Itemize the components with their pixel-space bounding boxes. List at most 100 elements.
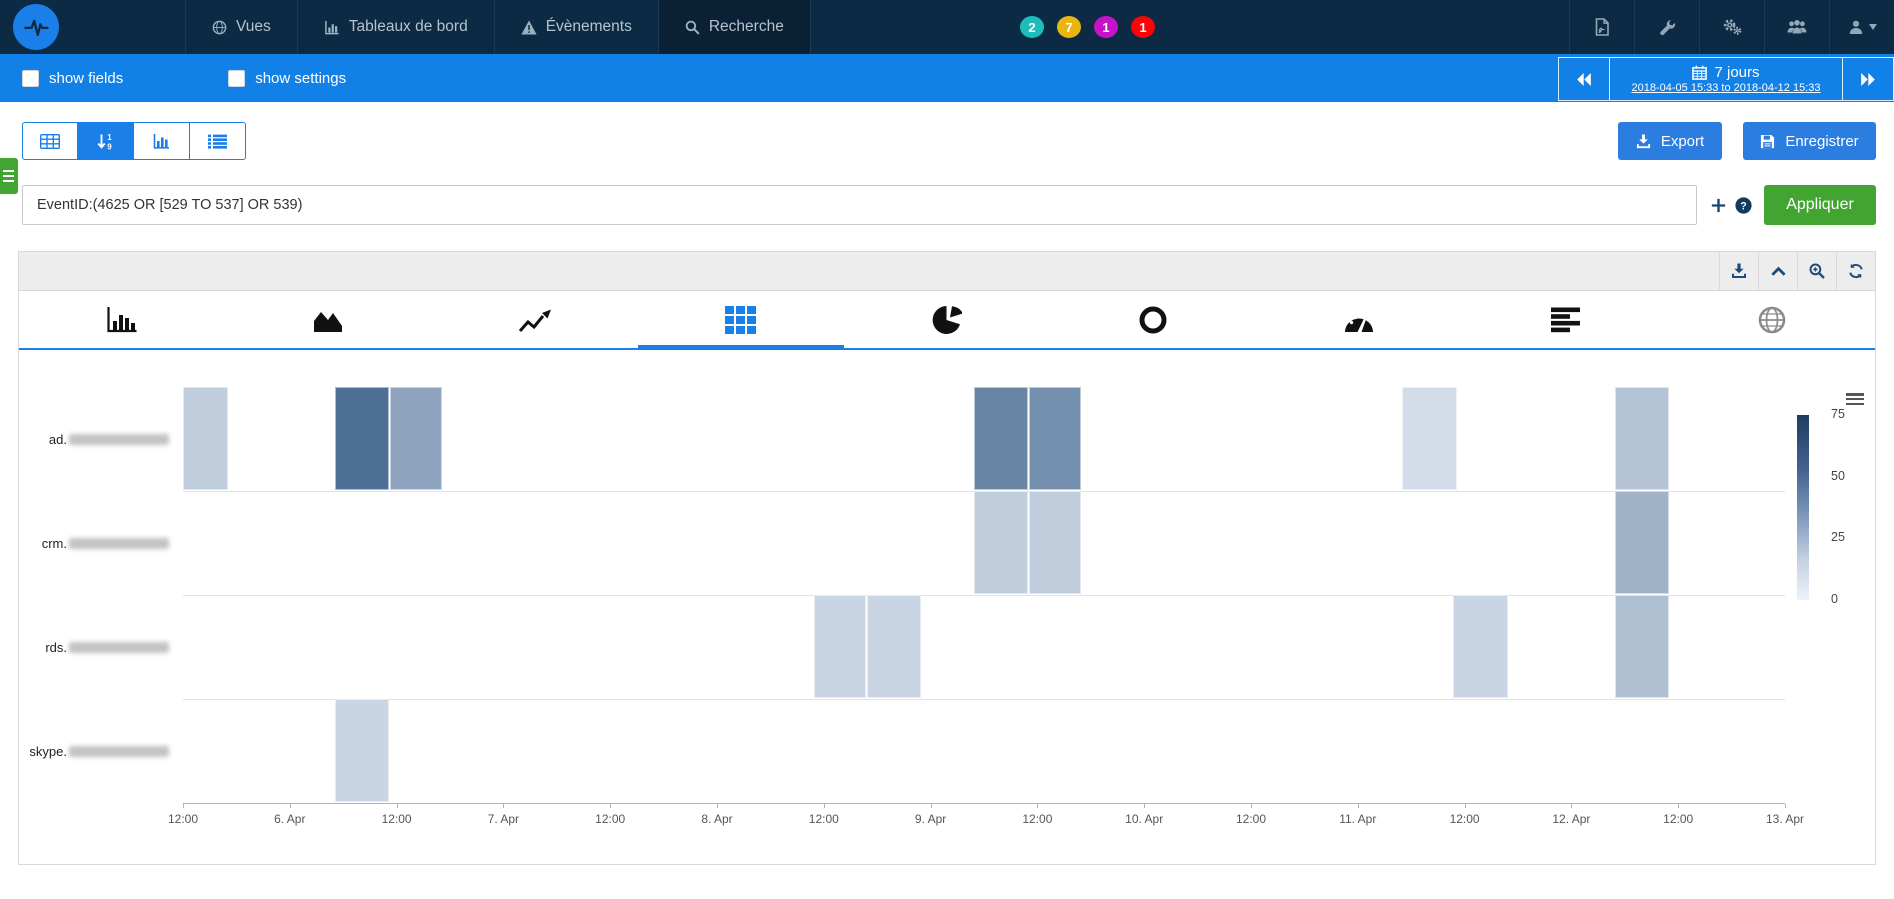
heatmap-cell[interactable] xyxy=(1615,387,1669,490)
apply-button[interactable]: Appliquer xyxy=(1764,185,1876,225)
account-menu-button[interactable] xyxy=(1829,0,1894,54)
nav-item-vues[interactable]: Vues xyxy=(185,0,297,54)
download-icon xyxy=(1636,133,1650,148)
badge-yellow[interactable]: 7 xyxy=(1057,16,1081,38)
nav-item-label: Évènements xyxy=(545,18,632,35)
checkbox-box[interactable] xyxy=(22,69,39,87)
user-groups-button[interactable] xyxy=(1764,0,1829,54)
heatmap-cell[interactable] xyxy=(867,595,921,698)
add-filter-button[interactable] xyxy=(1711,198,1726,213)
badge-red[interactable]: 1 xyxy=(1131,16,1155,38)
legend-tick-label: 0 xyxy=(1831,592,1838,606)
tab-area-chart[interactable] xyxy=(225,291,431,348)
heatmap-cell[interactable] xyxy=(389,387,442,490)
checkbox-box[interactable] xyxy=(228,69,246,87)
pie-chart-tab-icon xyxy=(932,305,962,334)
pulse-logo-icon xyxy=(24,19,49,37)
chart-collapse-button[interactable] xyxy=(1758,252,1797,290)
sort-numeric-view-button[interactable]: 1 9 xyxy=(78,122,134,160)
chart-type-tabs xyxy=(19,291,1875,350)
main-menu: Vues Tableaux de bord Évènements xyxy=(185,0,811,54)
wrench-icon xyxy=(1659,19,1675,35)
time-forward-button[interactable] xyxy=(1842,57,1894,101)
chart-panel: ad. crm. rds. skype. 12:00 6. Apr 12:00 7. Apr 1… xyxy=(18,251,1876,865)
time-back-button[interactable] xyxy=(1558,57,1610,101)
heatmap-row-label: rds. xyxy=(19,595,169,699)
tab-pie-chart[interactable] xyxy=(844,291,1050,348)
chart-zoom-button[interactable] xyxy=(1797,252,1836,290)
heatmap-cell[interactable] xyxy=(1028,491,1081,594)
badge-magenta[interactable]: 1 xyxy=(1094,16,1118,38)
save-label: Enregistrer xyxy=(1785,132,1859,150)
x-axis-tick xyxy=(183,804,184,808)
pdf-file-icon xyxy=(1595,18,1609,36)
sidebar-toggle-button[interactable] xyxy=(0,158,18,194)
heatmap-cell[interactable] xyxy=(1453,595,1509,698)
export-button[interactable]: Export xyxy=(1618,122,1722,160)
list-view-icon xyxy=(208,134,227,149)
admin-tools-button[interactable] xyxy=(1634,0,1699,54)
search-query-input[interactable] xyxy=(22,185,1697,225)
time-period-selector[interactable]: 7 jours 2018-04-05 15:33 to 2018-04-12 1… xyxy=(1610,57,1842,101)
search-row: ? Appliquer xyxy=(18,185,1876,225)
heatmap-cell[interactable] xyxy=(974,387,1028,490)
heatmap-cell[interactable] xyxy=(1615,491,1669,594)
x-axis-tick-label: 12:00 xyxy=(595,812,626,826)
tab-world-map[interactable] xyxy=(1669,291,1875,348)
row-label-prefix: rds. xyxy=(45,639,67,655)
save-button[interactable]: Enregistrer xyxy=(1743,122,1876,160)
export-label: Export xyxy=(1660,132,1705,150)
tab-bar-chart[interactable] xyxy=(19,291,225,348)
tab-horizontal-bars[interactable] xyxy=(1463,291,1669,348)
show-fields-label: show fields xyxy=(49,69,124,87)
tab-line-chart[interactable] xyxy=(431,291,637,348)
chart-view-button[interactable] xyxy=(134,122,190,160)
nav-item-recherche[interactable]: Recherche xyxy=(657,0,811,54)
services-button[interactable] xyxy=(1699,0,1764,54)
time-range-widget: 7 jours 2018-04-05 15:33 to 2018-04-12 1… xyxy=(1558,57,1894,101)
nav-item-tableaux-de-bord[interactable]: Tableaux de bord xyxy=(296,0,494,54)
tab-donut-chart[interactable] xyxy=(1050,291,1256,348)
help-button[interactable]: ? xyxy=(1735,196,1752,214)
heatmap-cell[interactable] xyxy=(335,387,389,490)
x-axis-tick-label: 12:00 xyxy=(808,812,839,826)
x-axis-tick xyxy=(1144,804,1146,808)
legend-tick-label: 75 xyxy=(1831,407,1845,421)
time-range-link[interactable]: 2018-04-05 15:33 to 2018-04-12 15:33 xyxy=(1631,82,1821,94)
pdf-export-button[interactable] xyxy=(1569,0,1634,54)
chart-refresh-button[interactable] xyxy=(1836,252,1875,290)
list-view-button[interactable] xyxy=(190,122,246,160)
x-axis-tick xyxy=(610,804,612,808)
notification-badges: 2 7 1 1 xyxy=(1020,0,1155,54)
chart-panel-header xyxy=(19,252,1875,291)
double-chevron-right-icon xyxy=(1861,72,1875,86)
show-settings-checkbox[interactable]: show settings xyxy=(228,69,346,87)
heatmap-cell[interactable] xyxy=(183,387,229,490)
download-icon xyxy=(1732,263,1746,278)
heatmap-cell[interactable] xyxy=(974,491,1028,594)
x-axis-tick xyxy=(396,804,398,808)
nav-item-evenements[interactable]: Évènements xyxy=(493,0,658,54)
zoom-in-icon xyxy=(1809,263,1825,279)
tab-grid-heatmap[interactable] xyxy=(638,291,844,348)
tab-gauge[interactable] xyxy=(1256,291,1462,348)
heatmap-cell[interactable] xyxy=(335,699,389,802)
show-fields-checkbox[interactable]: show fields xyxy=(22,69,124,87)
app-logo[interactable] xyxy=(13,4,59,50)
heatmap-chart: ad. crm. rds. skype. 12:00 6. Apr 12:00 7. Apr 1… xyxy=(19,350,1875,864)
heatmap-cell[interactable] xyxy=(1028,387,1081,490)
redacted-domain xyxy=(69,641,169,653)
heatmap-cell[interactable] xyxy=(1402,387,1458,490)
table-view-button[interactable] xyxy=(22,122,78,160)
chart-download-button[interactable] xyxy=(1719,252,1758,290)
heatmap-cell[interactable] xyxy=(1615,595,1669,698)
badge-teal[interactable]: 2 xyxy=(1020,16,1044,38)
gears-icon xyxy=(1723,19,1741,35)
x-axis-tick xyxy=(1464,804,1466,808)
redacted-domain xyxy=(69,433,169,445)
heatmap-cell[interactable] xyxy=(814,595,867,698)
area-chart-tab-icon xyxy=(314,311,343,332)
x-axis-tick xyxy=(289,804,291,808)
chart-context-menu[interactable] xyxy=(1846,393,1864,406)
x-axis-tick-label: 11. Apr xyxy=(1339,812,1377,826)
